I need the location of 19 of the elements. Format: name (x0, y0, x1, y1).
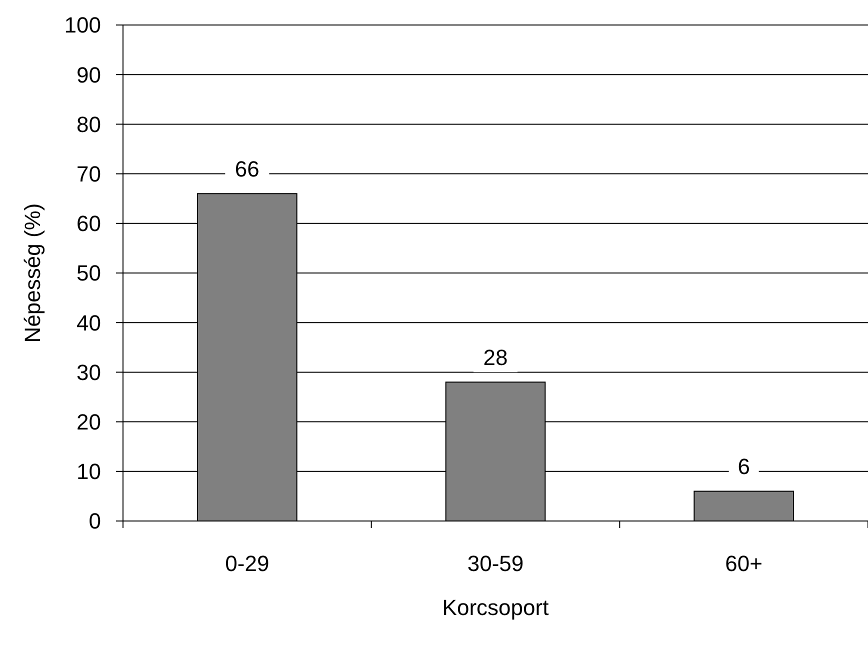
y-tick-label: 0 (88, 508, 101, 534)
y-tick-label: 50 (76, 260, 101, 286)
data-label: 6 (738, 454, 750, 480)
data-label: 28 (483, 345, 508, 370)
y-tick-label: 40 (76, 310, 101, 336)
y-axis-title: Népesség (%) (20, 203, 45, 343)
y-tick-label: 70 (76, 162, 101, 186)
x-tick-label: 30-59 (467, 551, 524, 576)
y-tick-label: 20 (76, 410, 101, 434)
y-tick-label: 90 (76, 62, 101, 88)
y-tick-label: 30 (76, 360, 101, 385)
y-tick-label: 10 (76, 459, 101, 484)
x-tick-label: 0-29 (225, 551, 270, 576)
x-axis-title: Korcsoport (442, 595, 549, 620)
x-tick-label: 60+ (725, 551, 762, 576)
data-label: 66 (234, 156, 260, 182)
y-tick-label: 60 (76, 211, 101, 236)
y-tick-label: 100 (64, 12, 101, 38)
y-tick-label: 80 (76, 112, 101, 137)
